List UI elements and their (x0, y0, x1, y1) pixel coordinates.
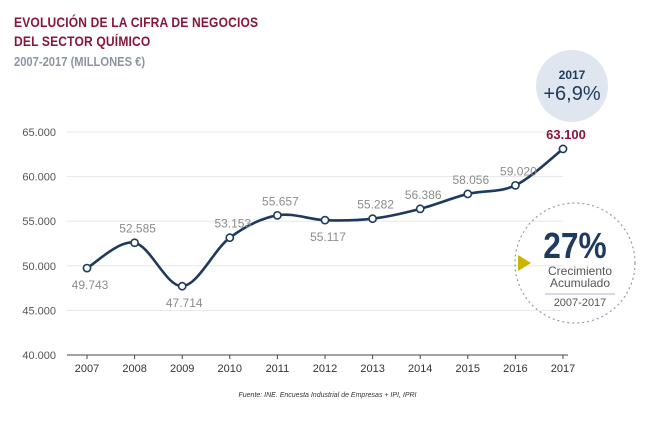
growth-period: 2007-2017 (554, 297, 607, 309)
data-point (463, 189, 473, 199)
growth-value: 27% (543, 226, 606, 266)
data-label: 55.657 (262, 194, 299, 208)
badge-year: 2017 (559, 68, 586, 82)
data-label: 56.386 (405, 188, 442, 202)
x-tick-label: 2012 (313, 363, 337, 375)
x-tick-label: 2010 (218, 363, 242, 375)
data-label: 47.714 (166, 296, 203, 310)
data-label: 53.153 (214, 217, 251, 231)
x-tick-label: 2015 (456, 363, 480, 375)
data-label: 52.585 (119, 222, 156, 236)
data-point (415, 204, 425, 214)
data-point (558, 144, 568, 154)
arrow-icon (518, 255, 531, 271)
cumulative-circle (514, 202, 636, 324)
y-tick-label: 55.000 (22, 216, 56, 228)
cumulative-growth: 27% Crecimiento Acumulado 2007-2017 (514, 202, 636, 324)
data-point (272, 210, 282, 220)
data-point (320, 215, 330, 225)
x-axis: 2007 2008 2009 2010 2011 2012 2013 2014 2015 2016… (67, 354, 575, 375)
x-tick-label: 2007 (75, 363, 99, 375)
badge-change: +6,9% (543, 83, 600, 105)
data-point (177, 281, 187, 291)
grid-lines (67, 131, 563, 311)
y-tick-label: 60.000 (22, 172, 56, 184)
y-tick-label: 50.000 (22, 261, 56, 273)
data-point (368, 214, 377, 224)
growth-badge: 2017 +6,9% (536, 50, 608, 122)
data-label: 49.743 (72, 278, 109, 292)
source-note: Fuente: INE. Encuesta Industrial de Empr… (238, 392, 417, 399)
data-point (225, 233, 235, 243)
chart-subtitle: 2007-2017 (MILLONES €) (14, 54, 146, 69)
data-point (511, 180, 520, 190)
y-tick-label: 65.000 (22, 127, 56, 139)
x-tick-label: 2013 (360, 363, 384, 375)
x-tick-label: 2009 (170, 363, 194, 375)
data-label: 63.100 (546, 127, 586, 142)
y-tick-label: 45.000 (22, 305, 56, 317)
x-tick-label: 2014 (408, 363, 432, 375)
data-point (82, 263, 92, 273)
y-axis-ticks: 40.000 45.000 50.000 55.000 60.000 65.000 (22, 127, 56, 362)
data-label: 55.117 (310, 230, 346, 244)
data-label: 58.056 (452, 173, 489, 187)
data-labels: 49.743 52.585 47.714 53.153 55.657 55.117 55.2… (72, 127, 586, 310)
data-point (130, 238, 139, 248)
chart-title-line1: EVOLUCIÓN DE LA CIFRA DE NEGOCIOS (14, 14, 259, 30)
growth-line1: Crecimiento (548, 264, 612, 278)
growth-badge-bg (536, 50, 608, 122)
data-label: 59.020 (500, 164, 537, 178)
x-tick-label: 2017 (551, 363, 575, 375)
chart-title-line2: DEL SECTOR QUÍMICO (14, 33, 151, 49)
growth-line2: Acumulado (550, 276, 610, 290)
y-tick-label: 40.000 (22, 350, 56, 362)
x-tick-label: 2011 (266, 363, 290, 375)
x-tick-label: 2016 (503, 363, 527, 375)
x-tick-label: 2008 (122, 363, 146, 375)
data-points (82, 144, 568, 291)
data-label: 55.282 (357, 198, 394, 212)
